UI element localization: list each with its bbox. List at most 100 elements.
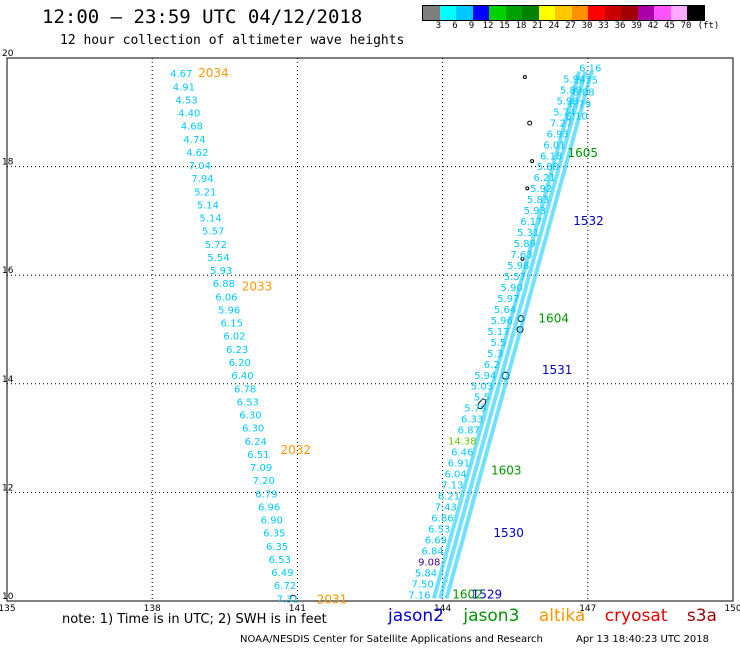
jason-swh-value: 5.80 — [537, 162, 559, 173]
altika-swh-value: 6.30 — [242, 424, 264, 435]
colorbar-swatch — [670, 6, 687, 20]
jason-swh-value: 5.92 — [530, 184, 552, 195]
colorbar-label: 3 — [435, 21, 442, 31]
jason-swath-line — [444, 71, 594, 599]
colorbar-swatch — [538, 6, 555, 20]
jason-swh-value: 7.27 — [550, 118, 572, 129]
colorbar-swatch — [472, 6, 489, 20]
jason-swh-value: 14.38 — [448, 437, 477, 448]
colorbar-label: 24 — [548, 21, 560, 31]
jason-swh-value: 6.84 — [421, 546, 443, 557]
colorbar-swatch — [588, 6, 605, 20]
altika-swh-value: 4.67 — [170, 69, 192, 80]
satellite-legend: jason2 jason3 altika cryosat s3a — [388, 606, 731, 626]
colorbar-label: 42 — [647, 21, 659, 31]
altika-swh-value: 6.02 — [223, 332, 245, 343]
lon-tick-label: 150 — [724, 604, 740, 614]
jason-swh-value: 5.74 — [553, 107, 575, 118]
altika-swh-value: 6.15 — [221, 319, 243, 330]
colorbar-swatch — [687, 6, 704, 20]
altika-swh-value: 6.30 — [239, 411, 261, 422]
colorbar-label: 39 — [631, 21, 642, 31]
lon-tick-label: 138 — [144, 604, 161, 614]
altika-swh-value: 7.04 — [189, 161, 211, 172]
colorbar-label: 6 — [452, 21, 458, 31]
jason-swh-value: 7.16 — [408, 590, 430, 601]
altika-swh-value: 5.21 — [194, 187, 216, 198]
jason-swh-value: 5.89 — [560, 85, 582, 96]
jason2-time-label: 1530 — [493, 526, 524, 540]
altika-swh-value: 4.68 — [181, 122, 203, 133]
jason-swh-value: 5.3 — [487, 349, 503, 360]
jason-swh-value: 5.57 — [504, 272, 526, 283]
altika-swh-value: 4.40 — [178, 109, 200, 120]
jason3-time-label: 1604 — [538, 312, 569, 326]
jason-swh-value: 5.98 — [557, 96, 579, 107]
legend-altika: altika — [538, 606, 586, 626]
colorbar-swatch — [423, 6, 440, 20]
jason-swh-value: 6.04 — [444, 470, 466, 481]
jason-swh-value: 7.13 — [441, 481, 463, 492]
colorbar-swatch — [505, 6, 522, 20]
colorbar-label: 36 — [614, 21, 626, 31]
jason-swh-value: 6.16 — [579, 64, 601, 75]
jason-swh-value: 6.08 — [572, 87, 594, 98]
legend-cryosat: cryosat — [604, 606, 668, 626]
island-outline — [522, 75, 527, 80]
altika-swh-value: 4.62 — [186, 148, 208, 159]
swh-colorbar — [422, 5, 705, 21]
jason-swh-value: 6.10 — [566, 111, 588, 122]
jason-swh-value: 5.97 — [497, 294, 519, 305]
lat-tick-label: 12 — [2, 483, 13, 493]
colorbar-label: 21 — [532, 21, 543, 31]
altika-swh-value: 6.49 — [271, 568, 293, 579]
colorbar-swatch — [604, 6, 621, 20]
colorbar-label: 45 — [664, 21, 675, 31]
footer: NOAA/NESDIS Center for Satellite Applica… — [240, 634, 709, 645]
colorbar-swatch — [456, 6, 473, 20]
guam-outline — [477, 398, 487, 410]
jason-swh-value: 6.87 — [458, 426, 480, 437]
altika-time-label: 2031 — [317, 592, 348, 606]
jason-swh-value: 5.90 — [501, 283, 523, 294]
jason-swh-value: 6.93 — [547, 129, 569, 140]
jason-swh-value: 6.18 — [540, 151, 562, 162]
jason-swh-value: 5.31 — [517, 228, 539, 239]
jason3-time-label: 1603 — [491, 464, 522, 478]
island-outline — [525, 186, 530, 191]
altika-swh-value: 6.51 — [247, 450, 269, 461]
lon-tick-label: 144 — [434, 604, 451, 614]
island-outline — [520, 256, 525, 261]
colorbar-swatch — [637, 6, 654, 20]
jason-swh-value: 5.93 — [524, 206, 546, 217]
lat-lon-grid — [6, 57, 734, 602]
jason-swh-value: 6.91 — [448, 459, 470, 470]
altika-swh-value: 6.78 — [234, 384, 256, 395]
colorbar-label: 33 — [598, 21, 609, 31]
jason-swh-value: 6.21 — [438, 492, 460, 503]
jason-swath-line — [438, 71, 588, 599]
colorbar-label: 9 — [468, 21, 475, 31]
altika-swh-value: 4.53 — [175, 95, 197, 106]
legend-s3a: s3a — [686, 606, 717, 626]
lon-tick-label: 135 — [0, 604, 16, 614]
altika-swh-value: 6.40 — [231, 371, 253, 382]
jason-swh-tracks: 5.945.895.985.747.276.936.016.185.806.21… — [408, 64, 601, 602]
jason-swh-value: 5.17 — [487, 327, 509, 338]
map-subtitle: 12 hour collection of altimeter wave hei… — [60, 33, 405, 48]
colorbar-label: 18 — [515, 21, 527, 31]
altika-swh-value: 5.14 — [199, 214, 221, 225]
altika-swh-value: 6.53 — [237, 397, 259, 408]
jason-swh-value: 5.98 — [507, 261, 529, 272]
colorbar-label: 15 — [499, 21, 510, 31]
jason-swh-value: 5.89 — [514, 239, 536, 250]
lat-tick-label: 10 — [2, 592, 14, 602]
jason2-time-label: 1529 — [472, 587, 503, 601]
footer-date: Apr 13 18:40:23 UTC 2018 — [576, 634, 709, 645]
island-outline — [527, 120, 533, 126]
jason2-time-label: 1532 — [573, 214, 604, 228]
colorbar-swatch — [439, 6, 456, 20]
colorbar-unit: (ft) — [697, 21, 720, 31]
colorbar-label: 12 — [482, 21, 494, 31]
